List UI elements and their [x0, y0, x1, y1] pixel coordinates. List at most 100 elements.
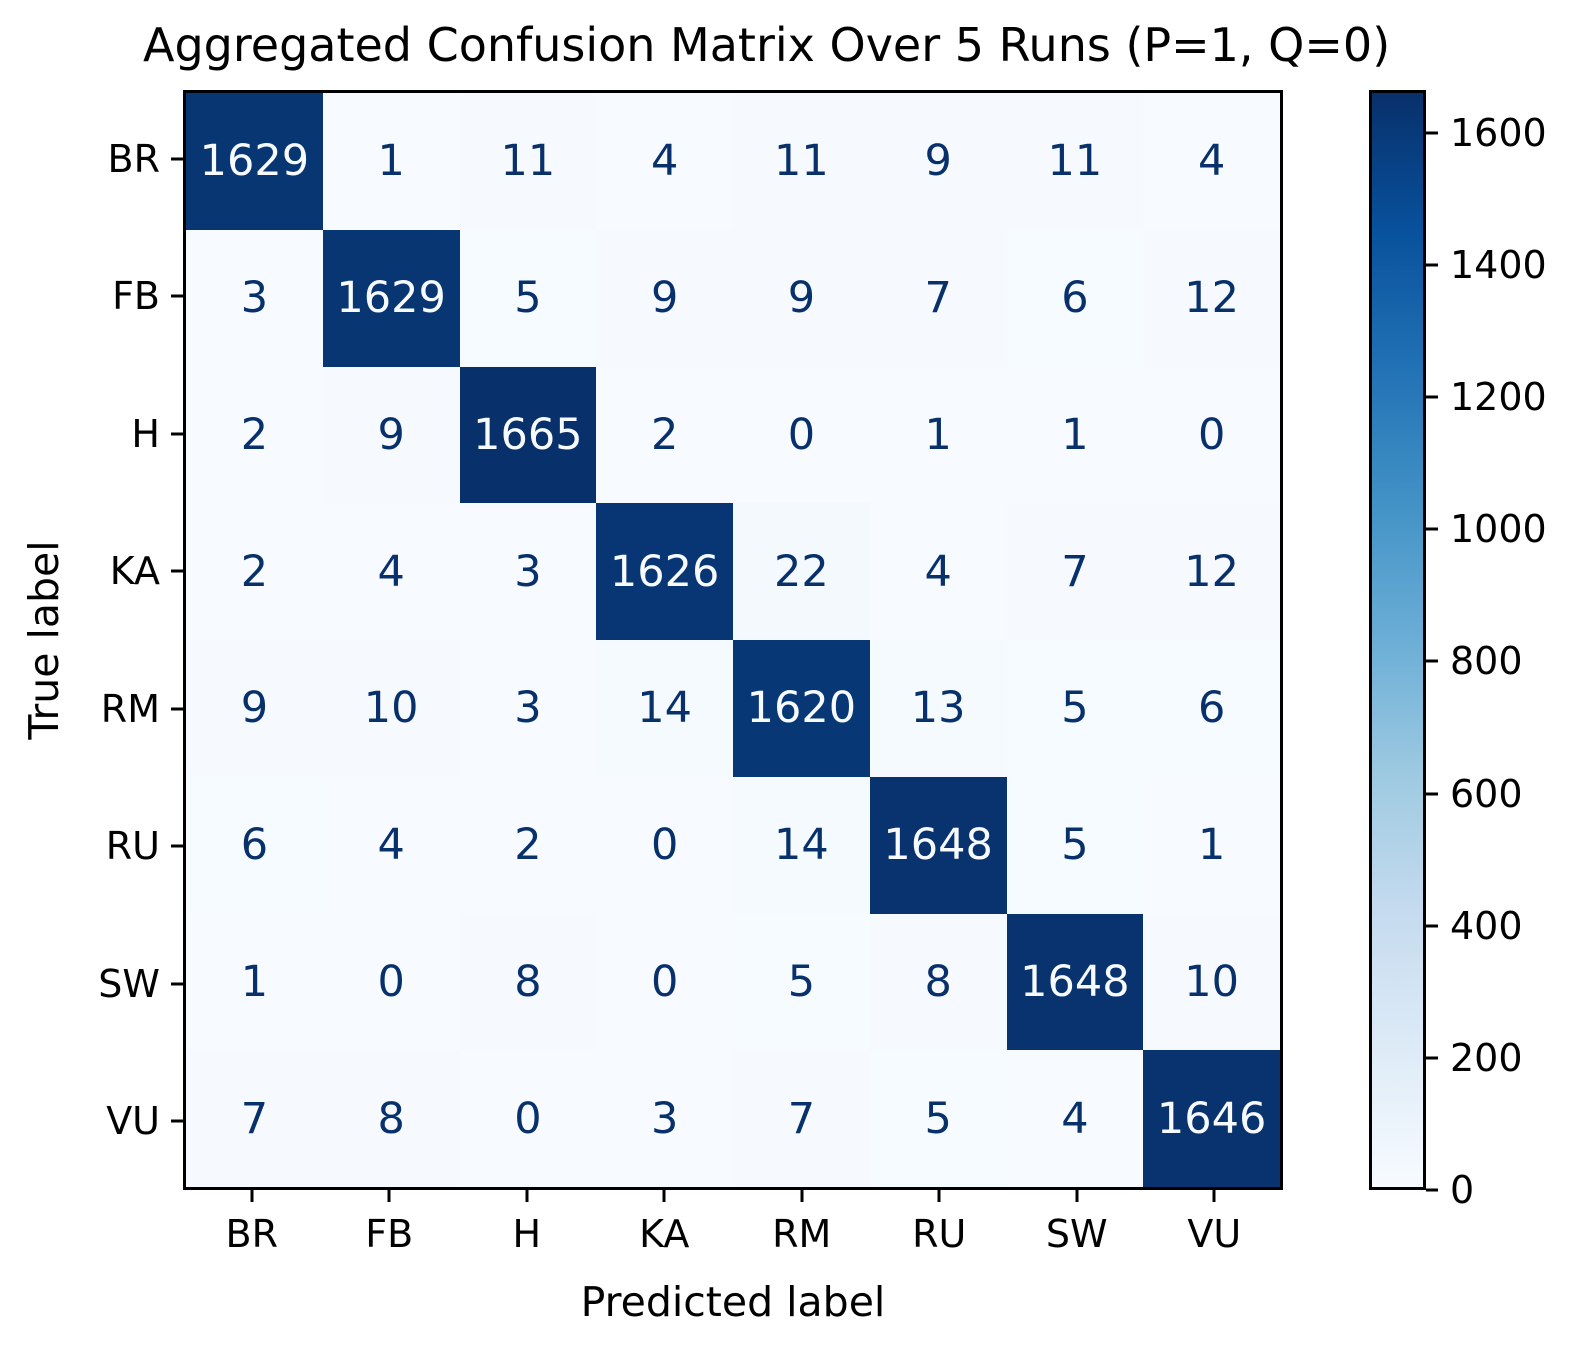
matrix-cell: 7 — [733, 1050, 870, 1187]
matrix-cell: 14 — [596, 640, 733, 777]
matrix-cell: 8 — [322, 1050, 460, 1187]
matrix-cell: 14 — [733, 776, 870, 914]
matrix-cell: 13 — [869, 640, 1007, 777]
matrix-cell: 10 — [322, 640, 460, 777]
matrix-cell: 6 — [1143, 640, 1280, 777]
x-tick-mark — [387, 1190, 391, 1202]
x-tick-label: FB — [365, 1212, 414, 1256]
matrix-cell: 9 — [869, 93, 1007, 230]
matrix-cell: 7 — [186, 1050, 323, 1187]
matrix-cell: 0 — [596, 913, 733, 1051]
matrix-cell: 12 — [1143, 503, 1280, 640]
x-tick-mark — [937, 1190, 941, 1202]
colorbar-tick-mark — [1426, 924, 1438, 928]
colorbar-tick-mark — [1426, 792, 1438, 796]
matrix-cell: 0 — [459, 1050, 597, 1187]
matrix-cell: 1 — [186, 913, 323, 1051]
matrix-cell: 2 — [186, 503, 323, 640]
matrix-cell: 8 — [869, 913, 1007, 1051]
matrix-cell: 1665 — [459, 366, 597, 504]
matrix-cell: 10 — [1143, 913, 1280, 1051]
matrix-cell: 22 — [733, 503, 870, 640]
y-tick-mark — [171, 157, 183, 161]
x-tick-label: BR — [225, 1212, 278, 1256]
matrix-cell: 1620 — [733, 640, 870, 777]
colorbar-tick-label: 1600 — [1450, 110, 1547, 155]
matrix-cell: 1648 — [869, 776, 1007, 914]
matrix-cell: 2 — [459, 776, 597, 914]
matrix-cell: 3 — [459, 640, 597, 777]
heatmap-grid: 1629 1 11 4 11 9 11 4 3 1629 5 9 9 7 6 12 2 9 1665 2 0 1 1 0 2 4 3… — [183, 90, 1283, 1190]
y-tick-label: SW — [98, 961, 160, 1006]
y-axis-tick-labels: BR FB H KA RM RU SW VU — [0, 90, 160, 1190]
colorbar-tick-mark — [1426, 1188, 1438, 1192]
colorbar-tick-mark — [1426, 527, 1438, 531]
matrix-cell: 4 — [1143, 93, 1280, 230]
y-tick-mark — [171, 844, 183, 848]
matrix-cell: 5 — [459, 229, 597, 367]
colorbar-tick-mark — [1426, 659, 1438, 663]
matrix-cell: 9 — [596, 229, 733, 367]
x-tick-mark — [662, 1190, 666, 1202]
colorbar-tick-label: 400 — [1450, 903, 1523, 948]
colorbar-tick-label: 200 — [1450, 1035, 1523, 1080]
x-axis-tick-labels: BR FB H KA RM RU SW VU — [183, 1212, 1283, 1262]
chart-title: Aggregated Confusion Matrix Over 5 Runs … — [143, 18, 1391, 72]
y-tick-label: H — [131, 411, 160, 456]
matrix-cell: 0 — [322, 913, 460, 1051]
matrix-cell: 1629 — [322, 229, 460, 367]
y-tick-mark — [171, 432, 183, 436]
matrix-cell: 1648 — [1006, 913, 1144, 1051]
matrix-cell: 2 — [186, 366, 323, 504]
matrix-cell: 11 — [1006, 93, 1144, 230]
matrix-cell: 1 — [322, 93, 460, 230]
matrix-cell: 3 — [459, 503, 597, 640]
matrix-cell: 4 — [322, 503, 460, 640]
x-axis-label: Predicted label — [580, 1278, 886, 1326]
y-tick-label: RU — [105, 824, 160, 869]
matrix-cell: 7 — [869, 229, 1007, 367]
matrix-cell: 0 — [733, 366, 870, 504]
colorbar-gradient — [1369, 90, 1426, 1190]
matrix-cell: 5 — [869, 1050, 1007, 1187]
matrix-cell: 5 — [1006, 776, 1144, 914]
colorbar-tick-mark — [1426, 131, 1438, 135]
y-tick-label: RM — [100, 686, 160, 731]
colorbar-tick-label: 0 — [1450, 1168, 1475, 1212]
colorbar-tick-label: 1200 — [1450, 375, 1547, 420]
y-tick-mark — [171, 707, 183, 711]
y-tick-mark — [171, 294, 183, 298]
x-axis-tick-marks — [183, 1190, 1283, 1202]
x-tick-mark — [250, 1190, 254, 1202]
matrix-cell: 9 — [733, 229, 870, 367]
matrix-cell: 1 — [1143, 776, 1280, 914]
colorbar-tick-marks — [1426, 90, 1438, 1192]
colorbar-tick-label: 1400 — [1450, 243, 1547, 288]
colorbar-tick-labels: 0 200 400 600 800 1000 1200 1400 1600 — [1450, 90, 1585, 1212]
matrix-cell: 4 — [1006, 1050, 1144, 1187]
matrix-cell: 3 — [596, 1050, 733, 1187]
matrix-cell: 0 — [596, 776, 733, 914]
matrix-cell: 5 — [733, 913, 870, 1051]
matrix-cell: 11 — [733, 93, 870, 230]
matrix-cell: 1646 — [1143, 1050, 1280, 1187]
colorbar-tick-label: 800 — [1450, 639, 1523, 684]
x-tick-label: H — [512, 1212, 542, 1256]
y-tick-label: KA — [109, 549, 160, 594]
colorbar-tick-mark — [1426, 395, 1438, 399]
matrix-cell: 9 — [322, 366, 460, 504]
matrix-cell: 4 — [596, 93, 733, 230]
x-tick-mark — [1212, 1190, 1216, 1202]
matrix-cell: 7 — [1006, 503, 1144, 640]
x-tick-label: SW — [1045, 1212, 1108, 1256]
x-tick-label: RM — [772, 1212, 832, 1256]
matrix-cell: 12 — [1143, 229, 1280, 367]
y-axis-tick-marks — [171, 90, 183, 1190]
x-tick-label: RU — [912, 1212, 967, 1256]
matrix-cell: 8 — [459, 913, 597, 1051]
matrix-cell: 6 — [186, 776, 323, 914]
matrix-cell: 4 — [869, 503, 1007, 640]
matrix-cell: 6 — [1006, 229, 1144, 367]
matrix-cell: 1 — [869, 366, 1007, 504]
